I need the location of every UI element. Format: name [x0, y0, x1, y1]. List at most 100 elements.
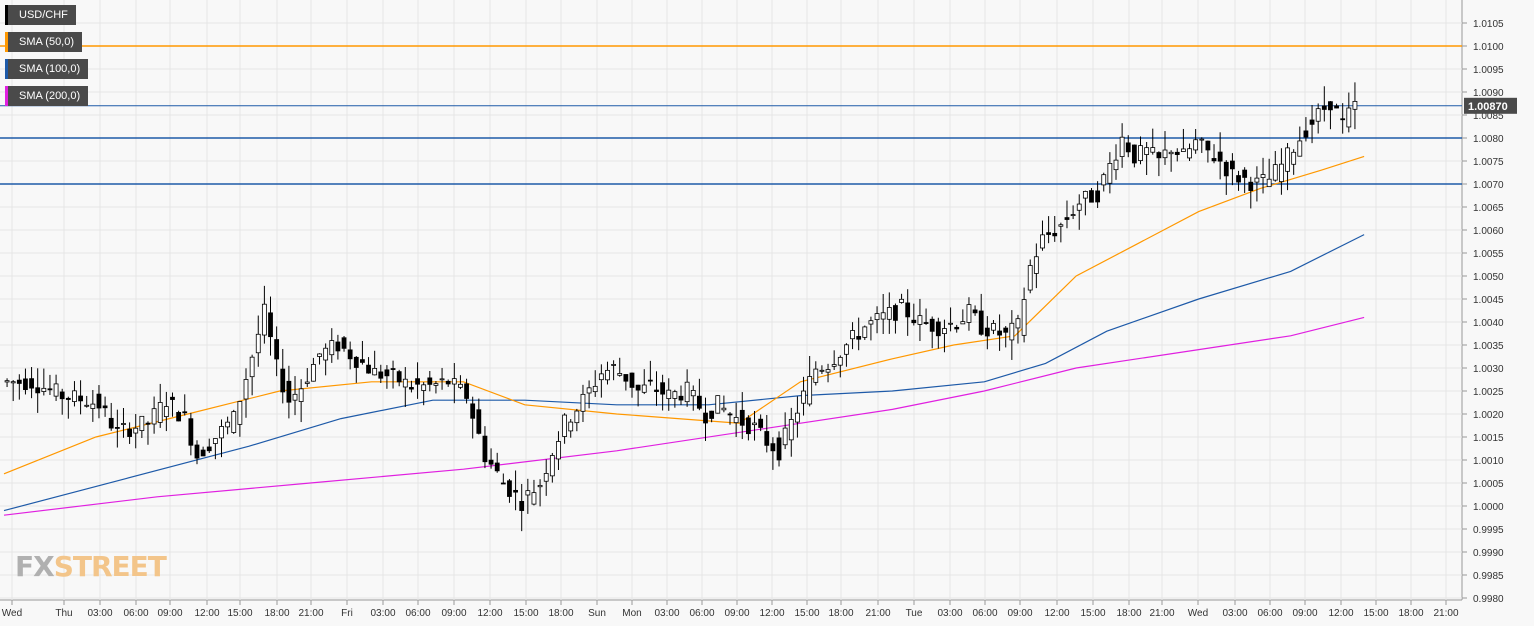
- candle-body: [1223, 161, 1229, 177]
- x-tick-label: 09:00: [441, 608, 466, 619]
- candle-body: [850, 330, 855, 340]
- candle-body: [586, 387, 592, 394]
- candle-body: [286, 380, 292, 403]
- x-tick-label: Wed: [2, 608, 22, 619]
- candle-body: [844, 344, 849, 355]
- candle-body: [1297, 140, 1303, 157]
- candle-body: [574, 410, 580, 424]
- candle-body: [1254, 177, 1260, 183]
- candle-body: [482, 435, 488, 463]
- candle-body: [647, 379, 653, 382]
- candle-body: [396, 371, 402, 383]
- candle-body: [819, 369, 825, 372]
- candle-body: [304, 381, 310, 384]
- candle-body: [1315, 108, 1321, 122]
- y-tick-label: 1.0075: [1473, 157, 1504, 168]
- candle-body: [1064, 217, 1070, 220]
- x-tick-label: 03:00: [654, 608, 679, 619]
- candle-body: [157, 402, 163, 423]
- candle-body: [745, 417, 751, 435]
- candle-body: [1003, 327, 1009, 333]
- candle-body: [114, 427, 120, 429]
- sma-200-line: [3, 316, 1365, 516]
- candle-body: [102, 405, 108, 409]
- candle-body: [1334, 105, 1339, 109]
- candle-body: [1009, 322, 1015, 341]
- y-tick-label: 1.0035: [1473, 341, 1504, 352]
- candle-body: [917, 315, 923, 325]
- candle-body: [4, 380, 10, 383]
- candle-body: [684, 381, 690, 403]
- candle-body: [1082, 190, 1088, 199]
- y-tick-label: 1.0015: [1473, 433, 1504, 444]
- candle-body: [592, 385, 598, 393]
- candle-body: [470, 403, 476, 419]
- candle-body: [151, 408, 157, 425]
- candle-body: [29, 378, 34, 389]
- y-tick-label: 1.0045: [1473, 295, 1504, 306]
- candle-body: [776, 437, 782, 461]
- candle-body: [488, 459, 494, 465]
- candle-body: [1279, 163, 1284, 183]
- y-tick-label: 1.0065: [1473, 203, 1504, 214]
- candle-body: [261, 303, 267, 336]
- candle-body: [1162, 149, 1168, 159]
- candle-body: [206, 446, 212, 452]
- candle-body: [1205, 140, 1211, 151]
- candle-body: [145, 422, 151, 425]
- candle-body: [65, 397, 71, 400]
- x-tick-label: Fri: [341, 608, 353, 619]
- x-tick-label: 21:00: [298, 608, 323, 619]
- y-tick-label: 1.0100: [1473, 42, 1504, 53]
- x-tick-label: 15:00: [1363, 608, 1388, 619]
- candle-body: [721, 407, 727, 411]
- candle-body: [1015, 318, 1021, 329]
- candle-body: [1303, 130, 1309, 138]
- candle-body: [899, 298, 904, 303]
- x-tick-label: Sun: [588, 608, 606, 619]
- candle-body: [10, 381, 16, 384]
- candle-body: [231, 411, 237, 433]
- x-tick-label: 18:00: [828, 608, 853, 619]
- candle-body: [415, 378, 420, 385]
- candle-body: [1266, 178, 1272, 188]
- legend-sma-50[interactable]: SMA (50,0): [5, 32, 83, 52]
- candle-body: [280, 368, 286, 393]
- candle-body: [1340, 118, 1346, 121]
- legend-sma-100[interactable]: SMA (100,0): [5, 59, 89, 79]
- candle-body: [972, 309, 978, 314]
- candle-body: [1168, 151, 1174, 155]
- y-tick-label: 1.0030: [1473, 364, 1504, 375]
- candle-body: [807, 376, 813, 405]
- x-tick-label: 06:00: [689, 608, 714, 619]
- legend-symbol[interactable]: USD/CHF: [5, 5, 76, 25]
- legend-sma-200[interactable]: SMA (200,0): [5, 86, 89, 106]
- candle-body: [372, 367, 378, 376]
- candle-body: [672, 391, 678, 399]
- candle-body: [1291, 151, 1297, 165]
- candle-body: [935, 321, 941, 337]
- candle-body: [629, 372, 635, 388]
- candle-body: [905, 302, 911, 318]
- candle-body: [390, 368, 396, 370]
- x-tick-label: 18:00: [264, 608, 289, 619]
- candle-body: [739, 409, 745, 426]
- logo-street: STREET: [53, 550, 167, 583]
- candle-body: [433, 383, 439, 386]
- y-tick-label: 1.0090: [1473, 88, 1504, 99]
- x-tick-label: 18:00: [1116, 608, 1141, 619]
- x-tick-label: 09:00: [1292, 608, 1317, 619]
- candle-body: [317, 353, 322, 357]
- candle-body: [660, 382, 666, 395]
- candle-body: [525, 490, 531, 496]
- candle-body: [225, 421, 231, 428]
- x-tick-label: 06:00: [405, 608, 430, 619]
- candle-body: [1193, 139, 1199, 151]
- candle-body: [1119, 136, 1125, 157]
- x-tick-label: 03:00: [370, 608, 395, 619]
- candle-body: [1058, 224, 1064, 227]
- x-tick-label: 09:00: [157, 608, 182, 619]
- candle-body: [194, 444, 200, 459]
- candle-body: [782, 427, 788, 446]
- candle-body: [635, 384, 641, 391]
